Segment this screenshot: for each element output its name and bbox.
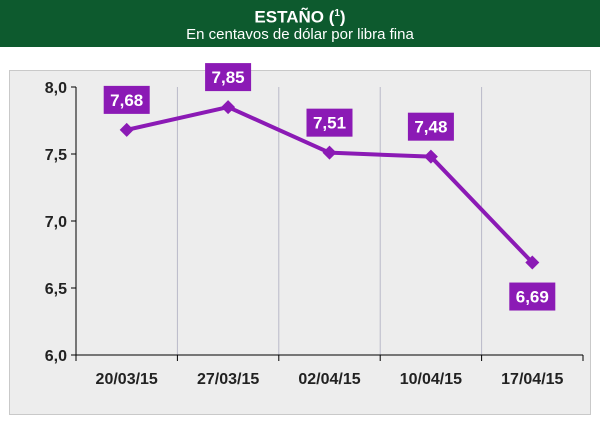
chart-panel <box>9 70 591 415</box>
data-label: 6,69 <box>516 288 549 307</box>
data-label: 7,85 <box>212 68 245 87</box>
data-label: 7,51 <box>313 114 346 133</box>
x-tick-label: 20/03/15 <box>96 371 158 388</box>
y-tick-label: 6,0 <box>45 348 67 365</box>
x-tick-label: 10/04/15 <box>400 371 462 388</box>
data-point-marker <box>525 255 540 270</box>
data-point-marker <box>423 149 438 164</box>
y-tick-label: 7,5 <box>45 147 67 164</box>
y-tick-label: 7,0 <box>45 214 67 231</box>
data-label-box <box>205 63 252 92</box>
y-tick-label: 6,5 <box>45 281 67 298</box>
data-point-marker <box>221 100 236 115</box>
x-tick-label: 17/04/15 <box>501 371 563 388</box>
data-label: 7,68 <box>110 91 143 110</box>
data-point-marker <box>119 122 134 137</box>
chart-title: ESTAÑO (1) <box>254 7 346 27</box>
title-footnote-marker: 1 <box>334 8 340 19</box>
y-tick-label: 8,0 <box>45 80 67 97</box>
chart-header: ESTAÑO (1) En centavos de dólar por libr… <box>0 0 600 47</box>
data-point-marker <box>322 145 337 160</box>
x-tick-label: 27/03/15 <box>197 371 259 388</box>
data-label-box <box>509 282 556 311</box>
data-label-box <box>103 85 150 114</box>
x-tick-label: 02/04/15 <box>298 371 360 388</box>
data-label: 7,48 <box>414 118 447 137</box>
data-label-box <box>306 108 353 137</box>
chart-subtitle: En centavos de dólar por libra fina <box>186 26 414 43</box>
data-label-box <box>407 112 454 141</box>
